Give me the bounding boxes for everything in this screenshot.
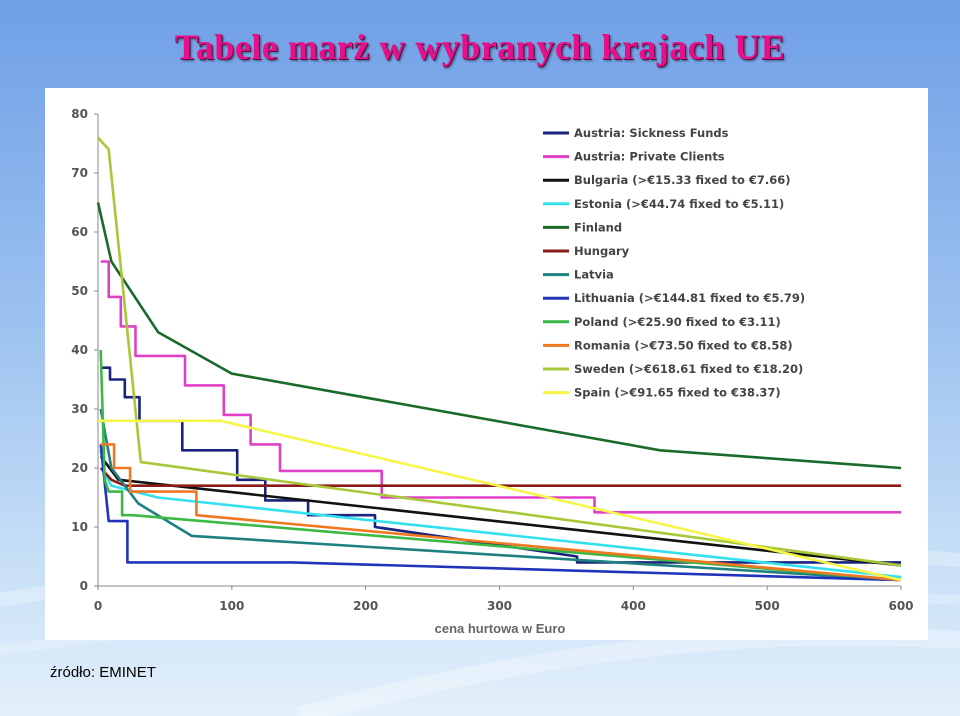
series-line-7: [99, 408, 902, 582]
axes: 0 10 20 30 40 50 60 70 80 0 100 200 300 400 500 600: [71, 107, 913, 613]
y-tick-label: 60: [71, 225, 88, 239]
margin-chart: 0 10 20 30 40 50 60 70 80 0 100 200 300 400 500 600 Aus…: [71, 107, 913, 636]
series-line-9: [99, 349, 902, 582]
x-tick-label: 300: [487, 599, 512, 613]
y-tick-label: 20: [71, 461, 88, 475]
x-tick-label: 500: [755, 599, 780, 613]
series-line-10: [100, 443, 902, 582]
x-tick-label: 600: [888, 599, 913, 613]
slide-title: Tabele marż w wybranych krajach UE: [174, 27, 786, 67]
legend: Austria: Sickness Funds Austria: Private …: [543, 126, 805, 400]
series-line-11: [97, 136, 902, 567]
y-tick-label: 70: [71, 166, 88, 180]
legend-entry-label: Sweden (>€618.61 fixed to €18.20): [574, 362, 803, 376]
series-line-6: [99, 467, 901, 487]
series-line-4: [99, 450, 902, 579]
legend-entry-label: Austria: Private Clients: [574, 150, 725, 164]
source-note: źródło: EMINET: [50, 664, 156, 681]
series-line-3: [99, 455, 902, 567]
y-tick-label: 10: [71, 520, 88, 534]
series-lines: [96, 136, 902, 582]
series-line-5: [96, 202, 902, 470]
series-line-2: [100, 260, 901, 514]
legend-entry-label: Spain (>€91.65 fixed to €38.37): [574, 386, 781, 400]
legend-entry-label: Finland: [574, 220, 622, 234]
x-tick-label: 0: [94, 599, 102, 613]
x-tick-label: 400: [621, 599, 646, 613]
x-tick-label: 200: [353, 599, 378, 613]
x-axis-label: cena hurtowa w Euro: [435, 621, 566, 636]
y-tick-label: 40: [71, 343, 88, 357]
legend-entry-label: Estonia (>€44.74 fixed to €5.11): [574, 197, 784, 211]
y-tick-label: 0: [80, 579, 88, 593]
series-line-12: [98, 419, 902, 582]
legend-entry-label: Romania (>€73.50 fixed to €8.58): [574, 338, 793, 352]
series-line-1: [100, 366, 901, 564]
y-tick-label: 80: [71, 107, 88, 121]
legend-entry-label: Lithuania (>€144.81 fixed to €5.79): [574, 291, 805, 305]
chart-panel: 0 10 20 30 40 50 60 70 80 0 100 200 300 400 500 600 Aus…: [45, 88, 928, 640]
series-line-8: [99, 444, 902, 582]
legend-entry-label: Bulgaria (>€15.33 fixed to €7.66): [574, 173, 791, 187]
y-tick-label: 30: [71, 402, 88, 416]
legend-entry-label: Latvia: [574, 268, 614, 282]
legend-entry-label: Poland (>€25.90 fixed to €3.11): [574, 315, 781, 329]
x-tick-label: 100: [219, 599, 244, 613]
legend-entry-label: Austria: Sickness Funds: [574, 126, 729, 140]
legend-entry-label: Hungary: [574, 244, 630, 258]
y-tick-label: 50: [71, 284, 88, 298]
